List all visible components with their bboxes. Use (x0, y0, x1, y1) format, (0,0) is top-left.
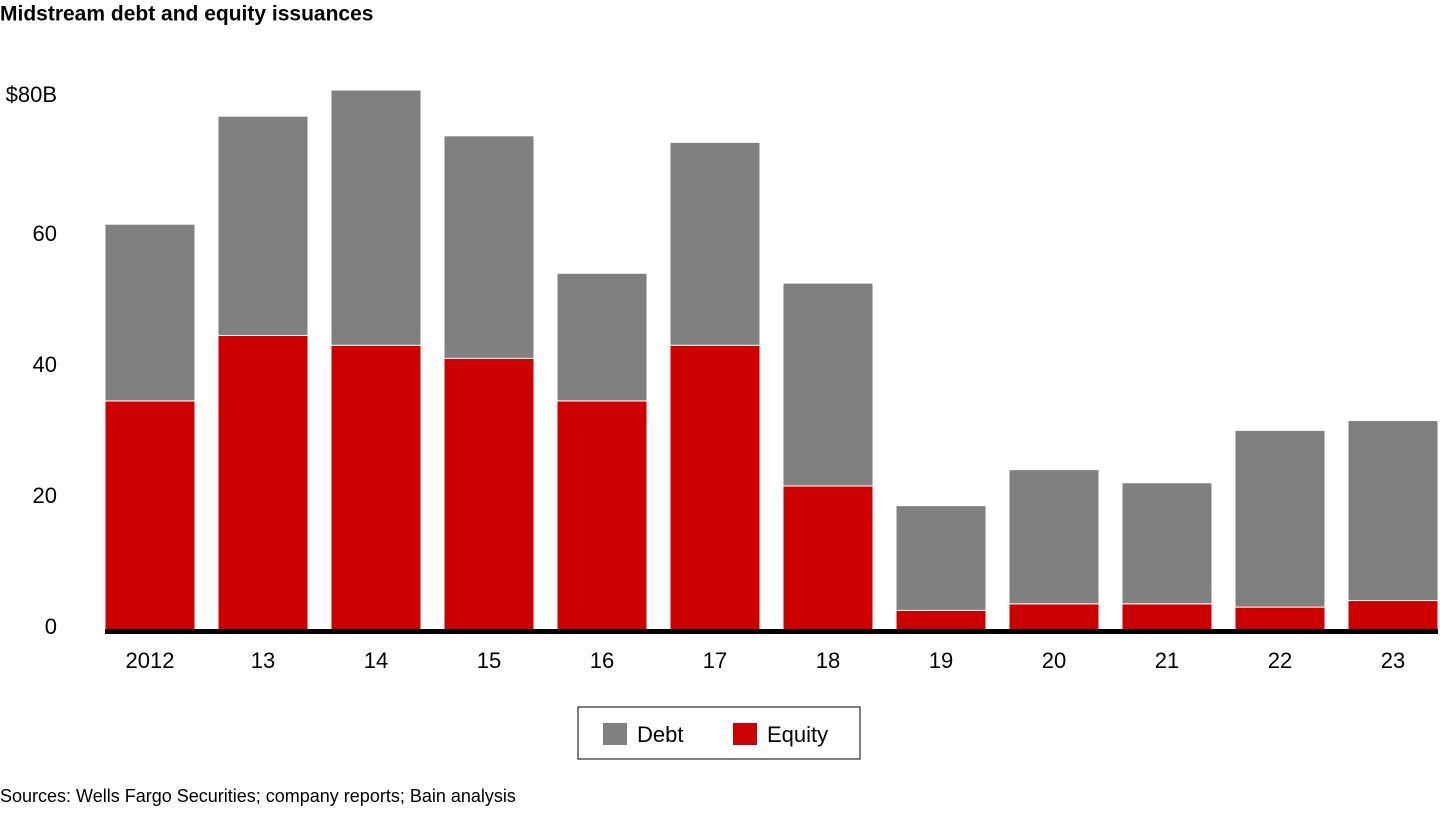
y-tick-label: 20 (33, 483, 57, 508)
x-tick-label: 22 (1268, 648, 1292, 673)
bar-segment (330, 89, 422, 346)
bar-segment (104, 223, 196, 402)
x-tick-label: 18 (816, 648, 840, 673)
bar-segment (1008, 603, 1100, 631)
bar-segment (443, 357, 535, 631)
bar-segment (330, 344, 422, 631)
bar-segment (104, 400, 196, 631)
legend-label: Equity (767, 722, 828, 747)
bar-segment (1234, 606, 1326, 631)
bar-segment (895, 505, 987, 611)
bar-segment (556, 400, 648, 631)
x-tick-label: 14 (364, 648, 388, 673)
y-tick-label: 40 (33, 352, 57, 377)
x-tick-label: 21 (1155, 648, 1179, 673)
y-tick-label: 0 (45, 614, 57, 639)
bar-segment (1121, 603, 1213, 631)
bar-segment (1121, 482, 1213, 605)
bar-segment (443, 135, 535, 359)
bar-segment (1234, 429, 1326, 608)
legend-label: Debt (637, 722, 683, 747)
legend-swatch (603, 723, 627, 745)
bar-segment (1347, 600, 1439, 631)
x-tick-label: 19 (929, 648, 953, 673)
x-tick-label: 23 (1381, 648, 1405, 673)
bar-segment (669, 141, 761, 346)
bar-segment (669, 344, 761, 631)
bar-segment (217, 115, 309, 336)
bar-segment (782, 282, 874, 487)
source-note: Sources: Wells Fargo Securities; company… (0, 786, 516, 806)
chart-title: Midstream debt and equity issuances (0, 3, 373, 26)
bar-segment (895, 609, 987, 631)
bar-segment (1008, 469, 1100, 605)
x-tick-label: 16 (590, 648, 614, 673)
y-tick-label: $80B (6, 82, 57, 107)
x-tick-label: 2012 (126, 648, 175, 673)
bar-segment (556, 272, 648, 402)
y-tick-label: 60 (33, 221, 57, 246)
x-tick-label: 17 (703, 648, 727, 673)
bar-segment (1347, 420, 1439, 602)
bar-segment (782, 485, 874, 631)
baseline (105, 629, 1438, 634)
x-tick-label: 13 (251, 648, 275, 673)
x-tick-label: 15 (477, 648, 501, 673)
x-tick-label: 20 (1042, 648, 1066, 673)
bar-segment (217, 334, 309, 631)
legend-swatch (733, 723, 757, 745)
